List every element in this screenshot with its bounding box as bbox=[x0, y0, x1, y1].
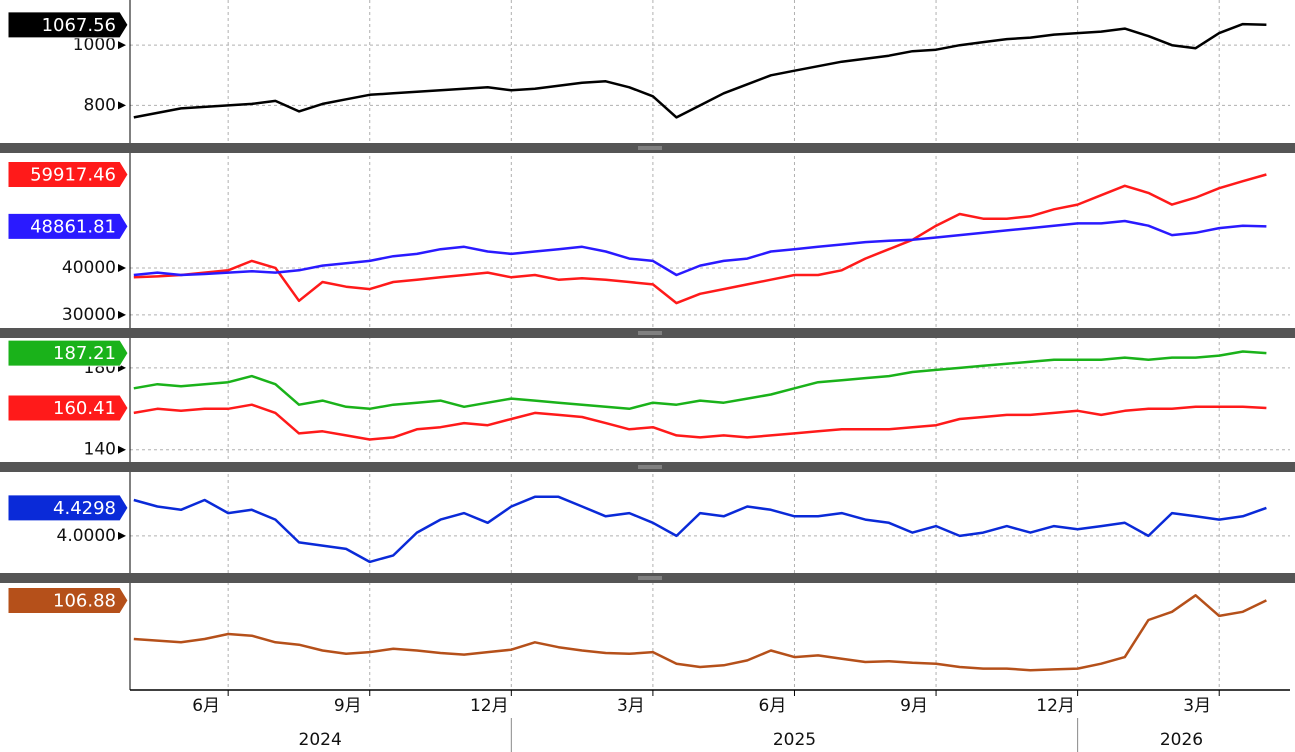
value-tag-label: 59917.46 bbox=[30, 164, 116, 185]
value-tag-label: 160.41 bbox=[53, 398, 116, 419]
y-tick bbox=[118, 101, 126, 110]
y-tick-label: 40000 bbox=[62, 258, 116, 278]
line bbox=[133, 219, 1267, 277]
x-tick-label: 6月 bbox=[759, 696, 787, 716]
line bbox=[133, 350, 1267, 411]
y-tick-label: 4.0000 bbox=[57, 526, 116, 546]
x-tick-label: 9月 bbox=[900, 696, 928, 716]
value-tag bbox=[7, 586, 129, 614]
value-tag-label: 48861.81 bbox=[30, 216, 116, 237]
y-tick-label: 30000 bbox=[62, 305, 116, 325]
panel-separator bbox=[0, 143, 1295, 153]
y-tick-label: 800 bbox=[84, 95, 116, 115]
panel-separator bbox=[0, 328, 1295, 338]
line bbox=[133, 22, 1267, 119]
y-tick bbox=[118, 310, 126, 319]
y-tick bbox=[118, 41, 126, 50]
y-tick bbox=[118, 263, 126, 272]
line bbox=[133, 594, 1267, 672]
x-tick-label: 12月 bbox=[470, 696, 509, 716]
year-label: 2026 bbox=[1160, 730, 1203, 750]
value-tag bbox=[7, 494, 129, 522]
y-tick bbox=[118, 445, 126, 454]
x-tick-label: 3月 bbox=[617, 696, 645, 716]
year-label: 2025 bbox=[773, 730, 816, 750]
y-tick-label: 140 bbox=[84, 440, 116, 460]
value-tag bbox=[7, 394, 129, 422]
y-tick-label: 1000 bbox=[73, 35, 116, 55]
value-tag-label: 106.88 bbox=[53, 590, 116, 611]
value-tag bbox=[7, 161, 129, 188]
panel-separator bbox=[0, 462, 1295, 472]
year-label: 2024 bbox=[299, 730, 342, 750]
x-tick-label: 6月 bbox=[192, 696, 220, 716]
value-tag-label: 187.21 bbox=[53, 343, 116, 364]
panel-separator bbox=[0, 573, 1295, 583]
value-tag-label: 4.4298 bbox=[53, 498, 116, 519]
value-tag-label: 1067.56 bbox=[42, 15, 116, 36]
value-tag bbox=[7, 212, 129, 240]
line bbox=[133, 173, 1267, 305]
value-tag bbox=[7, 11, 129, 39]
y-tick bbox=[118, 531, 126, 540]
line bbox=[133, 495, 1267, 564]
x-tick-label: 12月 bbox=[1036, 696, 1075, 716]
value-tag bbox=[7, 339, 129, 367]
line bbox=[133, 403, 1267, 441]
x-tick-label: 9月 bbox=[334, 696, 362, 716]
x-tick-label: 3月 bbox=[1183, 696, 1211, 716]
